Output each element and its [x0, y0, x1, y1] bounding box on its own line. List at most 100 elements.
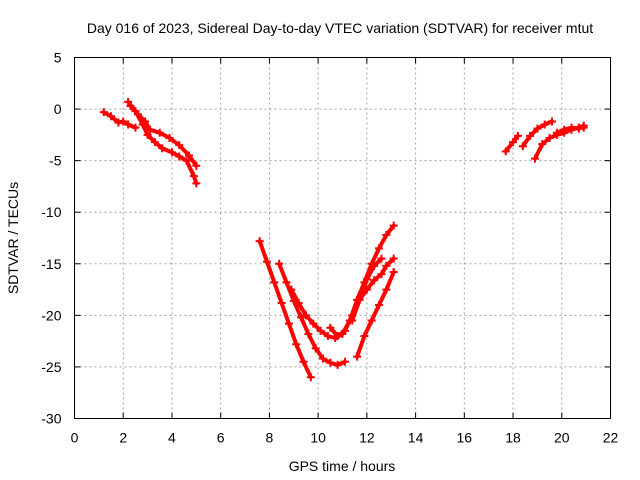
data-point [304, 329, 313, 338]
data-point [389, 268, 398, 277]
data-point [382, 230, 391, 239]
data-point [189, 172, 198, 181]
data-point [323, 331, 332, 340]
series-line-arc-5 [277, 261, 347, 367]
data-point [326, 358, 335, 367]
data-point [124, 97, 133, 106]
data-point [175, 152, 184, 161]
data-point [141, 117, 150, 126]
data-point [574, 124, 583, 133]
data-point [567, 123, 576, 132]
data-point [526, 131, 535, 140]
data-point [377, 270, 386, 279]
data-point [277, 298, 286, 307]
x-tick-label: 10 [310, 430, 326, 446]
data-point [375, 244, 384, 253]
data-point [299, 357, 308, 366]
y-tick-label: -20 [41, 307, 61, 323]
data-point [333, 331, 342, 340]
series-line-arc-6 [289, 223, 396, 340]
data-point [319, 354, 328, 363]
data-point [533, 124, 542, 133]
data-point [530, 154, 539, 163]
plot-frame [74, 57, 611, 419]
data-point [326, 323, 335, 332]
grid [74, 57, 611, 419]
data-point [131, 123, 140, 132]
series-line-arc-4 [257, 239, 313, 380]
data-point [377, 254, 386, 263]
x-tick-label: 2 [119, 430, 127, 446]
data-point [287, 285, 296, 294]
data-point [146, 125, 155, 134]
data-point [143, 130, 152, 139]
data-point [107, 112, 116, 121]
data-point [155, 128, 164, 137]
data-point [311, 344, 320, 353]
data-point [282, 278, 291, 287]
y-tick-label: -10 [41, 204, 61, 220]
y-axis-label: SDTVAR / TECUs [5, 182, 21, 294]
x-tick-label: 6 [217, 430, 225, 446]
data-point [167, 148, 176, 157]
y-tick-label: 5 [54, 50, 62, 66]
data-point [370, 261, 379, 270]
data-point [114, 118, 123, 127]
data-point [540, 120, 549, 129]
y-tick-label: -5 [49, 153, 62, 169]
data-point [150, 138, 159, 147]
x-tick-label: 8 [266, 430, 274, 446]
data-point [270, 278, 279, 287]
data-point [294, 298, 303, 307]
series-line-arc-10 [503, 133, 520, 154]
data-point [316, 326, 325, 335]
data-point [340, 326, 349, 335]
data-point [301, 311, 310, 320]
data-point [119, 117, 128, 126]
y-tick-label: -15 [41, 256, 61, 272]
data-point [389, 254, 398, 263]
data-point [538, 140, 547, 149]
x-tick-label: 22 [603, 430, 619, 446]
data-point [340, 357, 349, 366]
data-point [552, 128, 561, 137]
data-point [579, 121, 588, 130]
data-point [367, 316, 376, 325]
x-tick-label: 0 [71, 430, 79, 446]
x-tick-label: 18 [505, 430, 521, 446]
data-point [192, 179, 201, 188]
data-point [389, 221, 398, 230]
data-point [185, 151, 194, 160]
data-point [292, 340, 301, 349]
data-point [560, 125, 569, 134]
data-point [509, 138, 518, 147]
series-group [99, 97, 588, 382]
data-point [182, 156, 191, 165]
data-point [353, 352, 362, 361]
data-point [99, 108, 108, 117]
data-point [255, 237, 264, 246]
chart-title: Day 016 of 2023, Sidereal Day-to-day VTE… [87, 20, 593, 36]
axis-ticks: 0 2 4 6 8 10 12 14 16 18 20 22 -30 -25 -20 -15 -10 -5 0 5 [41, 50, 618, 446]
data-point [382, 285, 391, 294]
data-point [382, 261, 391, 270]
data-point [545, 133, 554, 142]
x-tick-label: 16 [457, 430, 473, 446]
x-tick-label: 12 [359, 430, 375, 446]
x-tick-label: 4 [168, 430, 176, 446]
data-point [133, 110, 142, 119]
data-point [360, 331, 369, 340]
data-point [362, 275, 371, 284]
data-point [518, 142, 527, 151]
x-axis-label: GPS time / hours [289, 458, 396, 474]
data-point [262, 257, 271, 266]
data-point [284, 319, 293, 328]
data-point [375, 301, 384, 310]
data-point [124, 120, 133, 129]
data-point [355, 295, 364, 304]
data-point [513, 131, 522, 140]
data-point [297, 313, 306, 322]
data-point [333, 360, 342, 369]
y-tick-label: 0 [54, 101, 62, 117]
